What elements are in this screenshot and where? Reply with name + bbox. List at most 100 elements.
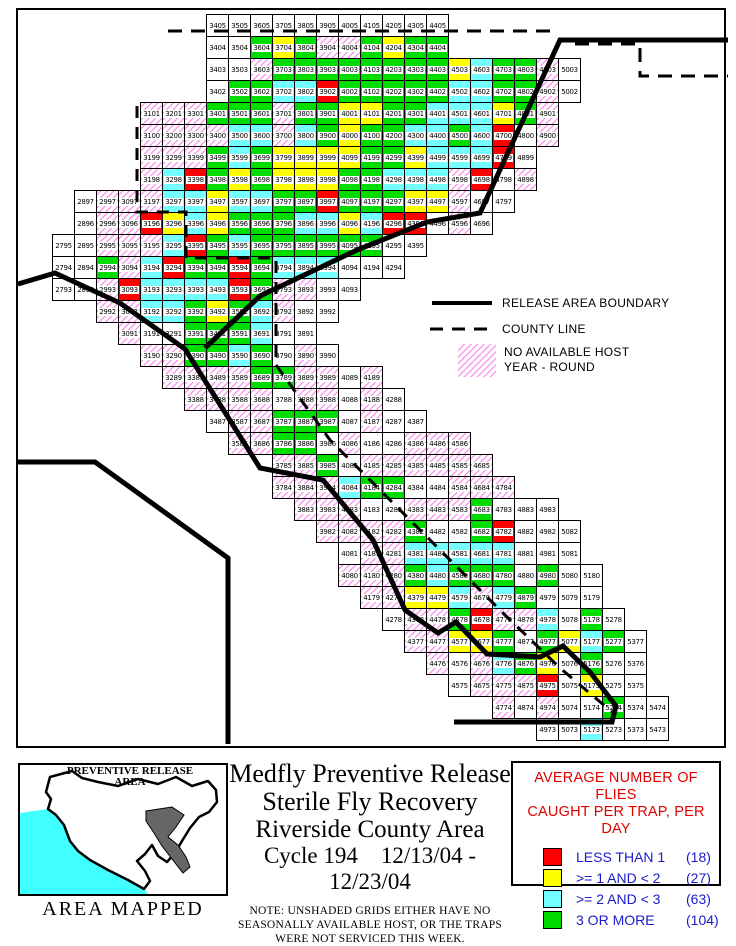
grid-cell-label: 2894	[76, 263, 95, 272]
grid-cell-4903: 4903	[536, 58, 559, 81]
grid-cell-4398: 4398	[404, 168, 427, 191]
grid-cell-3693: 3693	[250, 278, 273, 301]
grid-cell-label: 4386	[406, 439, 425, 448]
grid-cell-4283: 4283	[382, 498, 405, 521]
grid-cell-label: 3788	[274, 395, 293, 404]
grid-cell-label: 5278	[604, 615, 623, 624]
grid-cell-5374: 5374	[624, 696, 647, 719]
grid-cell-label: 4305	[406, 21, 425, 30]
grid-cell-5079: 5079	[558, 586, 581, 609]
grid-cell-label: 3399	[186, 153, 205, 162]
grid-cell-3797: 3797	[272, 190, 295, 213]
grid-cell-4294: 4294	[382, 256, 405, 279]
grid-cell-4878: 4878	[514, 608, 537, 631]
grid-cell-label: 4699	[472, 153, 491, 162]
grid-cell-label: 4501	[450, 109, 469, 118]
grid-cell-label: 4378	[406, 615, 425, 624]
grid-cell-3290: 3290	[162, 344, 185, 367]
grid-cell-label: 4204	[384, 43, 403, 52]
grid-cell-3200: 3200	[162, 124, 185, 147]
grid-cell-4600: 4600	[470, 124, 493, 147]
grid-cell-3997: 3997	[316, 190, 339, 213]
grid-cell-label: 4085	[340, 461, 359, 470]
grid-cell-4976: 4976	[536, 652, 559, 675]
cycle-number: Cycle 194	[263, 843, 358, 868]
grid-cell-label: 4095	[340, 241, 359, 250]
grid-cell-5174: 5174	[580, 696, 603, 719]
grid-cell-label: 4880	[516, 571, 535, 580]
fly-legend-item-3: 3 OR MORE (104)	[543, 909, 719, 930]
grid-cell-4677: 4677	[470, 630, 493, 653]
grid-cell-label: 3999	[318, 153, 337, 162]
grid-cell-3788: 3788	[272, 388, 295, 411]
grid-cell-4977: 4977	[536, 630, 559, 653]
grid-cell-label: 4385	[406, 461, 425, 470]
grid-cell-label: 4576	[450, 659, 469, 668]
grid-cell-label: 3095	[120, 241, 139, 250]
grid-cell-4201: 4201	[382, 102, 405, 125]
grid-cell-3804: 3804	[294, 36, 317, 59]
grid-cell-5176: 5176	[580, 652, 603, 675]
grid-cell-4403: 4403	[426, 58, 449, 81]
grid-cell-3096: 3096	[118, 212, 141, 235]
grid-cell-4303: 4303	[404, 58, 427, 81]
grid-cell-3504: 3504	[228, 36, 251, 59]
grid-cell-4096: 4096	[338, 212, 361, 235]
grid-cell-label: 3995	[318, 241, 337, 250]
grid-cell-3503: 3503	[228, 58, 251, 81]
grid-cell-4085: 4085	[338, 454, 361, 477]
fly-legend-item-2: >= 2 AND < 3 (63)	[543, 888, 719, 909]
grid-cell-4901: 4901	[536, 102, 559, 125]
grid-cell-label: 3199	[142, 153, 161, 162]
grid-cell-label: 4876	[516, 659, 535, 668]
grid-cell-label: 3491	[208, 329, 227, 338]
grid-cell-label: 4586	[450, 439, 469, 448]
grid-cell-4187: 4187	[360, 410, 383, 433]
grid-cell-2793: 2793	[52, 278, 75, 301]
grid-cell-label: 4381	[406, 549, 425, 558]
grid-cell-5082: 5082	[558, 520, 581, 543]
grid-cell-4499: 4499	[426, 146, 449, 169]
grid-cell-3993: 3993	[316, 278, 339, 301]
grid-cell-4182: 4182	[360, 520, 383, 543]
grid-cell-4296: 4296	[382, 212, 405, 235]
grid-cell-label: 3687	[252, 417, 271, 426]
grid-cell-3488: 3488	[206, 388, 229, 411]
fly-legend-item-label: >= 2 AND < 3	[576, 890, 661, 907]
grid-cell-label: 3602	[252, 87, 271, 96]
grid-cell-label: 2992	[98, 307, 117, 316]
grid-cell-2794: 2794	[52, 256, 75, 279]
grid-cell-label: 3890	[296, 351, 315, 360]
grid-cell-3792: 3792	[272, 300, 295, 323]
grid-cell-4783: 4783	[492, 498, 515, 521]
grid-cell-label: 4803	[516, 65, 535, 74]
grid-cell-label: 3987	[318, 417, 337, 426]
grid-cell-label: 4485	[428, 461, 447, 470]
grid-cell-label: 4679	[472, 593, 491, 602]
grid-cell-4597: 4597	[448, 190, 471, 213]
grid-cell-label: 4682	[472, 527, 491, 536]
grid-cell-label: 4499	[428, 153, 447, 162]
grid-cell-label: 4287	[384, 417, 403, 426]
grid-cell-label: 5075	[560, 681, 579, 690]
grid-cell-label: 5176	[582, 659, 601, 668]
grid-cell-4697: 4697	[470, 190, 493, 213]
grid-cell-label: 4782	[494, 527, 513, 536]
grid-cell-5081: 5081	[558, 542, 581, 565]
grid-cell-3790: 3790	[272, 344, 295, 367]
grid-cell-2895: 2895	[74, 234, 97, 257]
legend-nohost-label-2: YEAR - ROUND	[504, 360, 595, 374]
grid-cell-3603: 3603	[250, 58, 273, 81]
grid-cell-label: 4675	[472, 681, 491, 690]
legend-nohost-label-1: NO AVAILABLE HOST	[504, 345, 630, 359]
grid-cell-label: 3900	[318, 131, 337, 140]
grid-cell-3787: 3787	[272, 410, 295, 433]
grid-cell-label: 3796	[274, 219, 293, 228]
grid-cell-4700: 4700	[492, 124, 515, 147]
grid-cell-label: 4900	[538, 131, 557, 140]
grid-cell-label: 4478	[428, 615, 447, 624]
grid-cell-3496: 3496	[206, 212, 229, 235]
grid-cell-label: 3798	[274, 175, 293, 184]
grid-cell-label: 2793	[54, 285, 73, 294]
grid-cell-4576: 4576	[448, 652, 471, 675]
